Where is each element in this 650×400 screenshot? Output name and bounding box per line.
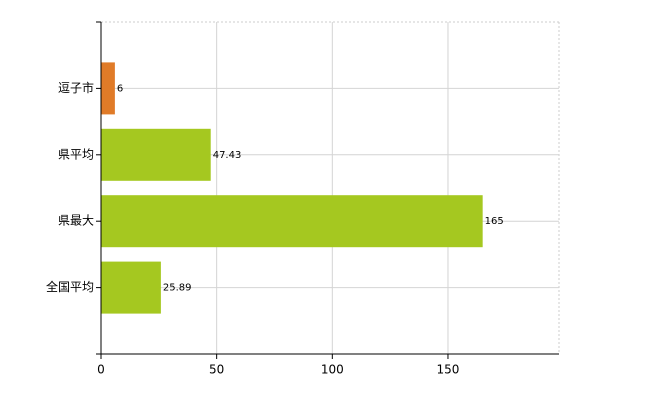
value-label: 47.43 [213,150,242,161]
value-label: 6 [117,83,123,94]
y-tick-label: 県平均 [58,147,94,161]
x-tick-label: 150 [437,363,460,377]
bar [101,261,161,314]
value-label: 165 [485,216,504,227]
bar [101,62,115,115]
x-tick-label: 0 [97,363,105,377]
y-tick-label: 全国平均 [46,279,94,294]
y-tick-label: 逗子市 [58,80,94,95]
x-tick-label: 100 [321,363,344,377]
x-tick-label: 50 [209,363,224,377]
bar [101,128,211,181]
value-label: 25.89 [163,283,192,294]
bar [101,195,483,248]
y-tick-label: 県最大 [58,214,94,228]
